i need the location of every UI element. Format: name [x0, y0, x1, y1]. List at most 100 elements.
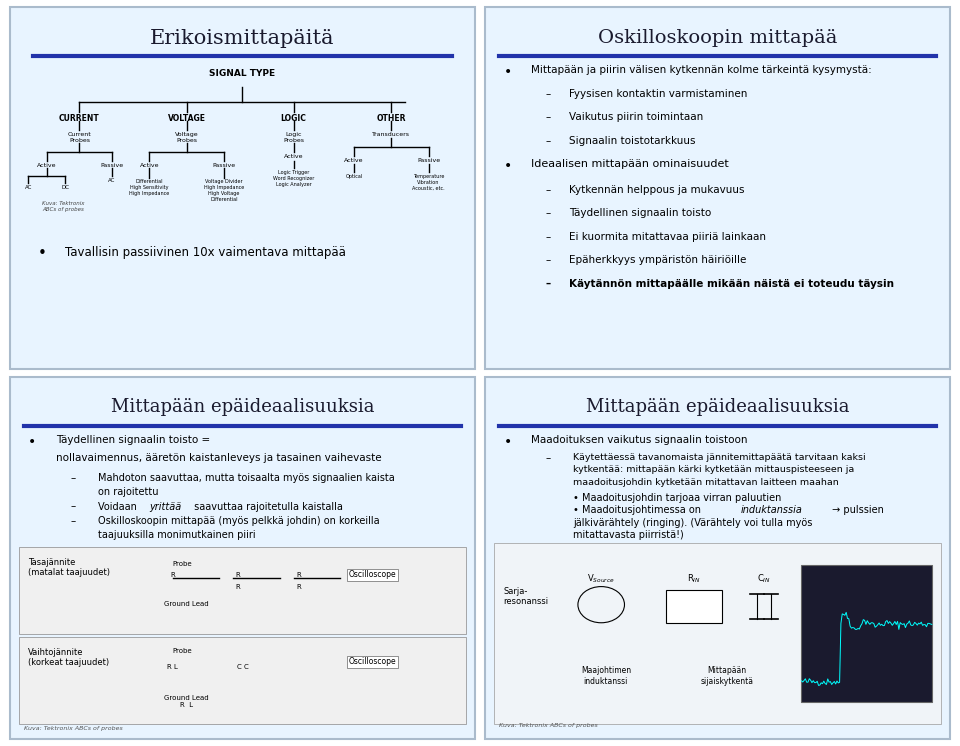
Text: Passive: Passive — [417, 157, 441, 163]
Text: •: • — [503, 160, 512, 173]
Text: SIGNAL TYPE: SIGNAL TYPE — [209, 69, 276, 78]
Text: –: – — [545, 136, 551, 146]
Text: jälkivärähtely (ringing). (Värähtely voi tulla myös: jälkivärähtely (ringing). (Värähtely voi… — [573, 518, 812, 528]
Text: R: R — [296, 571, 300, 577]
Text: Ideaalisen mittapään ominaisuudet: Ideaalisen mittapään ominaisuudet — [532, 160, 729, 169]
Text: Active: Active — [37, 163, 57, 168]
Text: Tavallisin passiivinen 10x vaimentava mittapää: Tavallisin passiivinen 10x vaimentava mi… — [65, 246, 347, 260]
Text: R: R — [235, 571, 240, 577]
Text: Temperature
Vibration
Acoustic, etc.: Temperature Vibration Acoustic, etc. — [413, 174, 444, 190]
Text: R L: R L — [167, 664, 178, 670]
Text: C C: C C — [236, 664, 249, 670]
Text: –: – — [545, 89, 551, 99]
Text: R: R — [235, 584, 240, 590]
Text: Vaihtojännite
(korkeat taajuudet): Vaihtojännite (korkeat taajuudet) — [28, 648, 109, 668]
Text: Sarja-
resonanssi: Sarja- resonanssi — [503, 586, 548, 606]
Text: Epäherkkyys ympäristön häiriöille: Epäherkkyys ympäristön häiriöille — [568, 255, 746, 266]
Text: LOGIC: LOGIC — [280, 114, 306, 123]
Text: R: R — [170, 571, 175, 577]
Text: –: – — [545, 255, 551, 266]
FancyBboxPatch shape — [19, 637, 466, 724]
FancyBboxPatch shape — [28, 66, 457, 210]
Text: Käytännön mittapäälle mikään näistä ei toteudu täysin: Käytännön mittapäälle mikään näistä ei t… — [568, 279, 894, 289]
Text: Fyysisen kontaktin varmistaminen: Fyysisen kontaktin varmistaminen — [568, 89, 747, 99]
Text: CURRENT: CURRENT — [60, 114, 100, 123]
Text: → pulssien: → pulssien — [829, 505, 884, 515]
Text: Ground Lead: Ground Lead — [164, 601, 209, 607]
Text: Passive: Passive — [101, 163, 124, 168]
Text: Oskilloskoopin mittapää (myös pelkkä johdin) on korkeilla: Oskilloskoopin mittapää (myös pelkkä joh… — [98, 516, 380, 526]
Text: –: – — [70, 516, 76, 526]
Text: Kytkennän helppous ja mukavuus: Kytkennän helppous ja mukavuus — [568, 185, 744, 195]
Text: DC: DC — [61, 185, 69, 189]
Text: Signaalin toistotarkkuus: Signaalin toistotarkkuus — [568, 136, 695, 146]
Text: •: • — [37, 246, 46, 261]
Text: V$_{Source}$: V$_{Source}$ — [588, 572, 615, 585]
Text: nollavaimennus, ääretön kaistanleveys ja tasainen vaihevaste: nollavaimennus, ääretön kaistanleveys ja… — [56, 453, 382, 463]
Text: saavuttaa rajoitetulla kaistalla: saavuttaa rajoitetulla kaistalla — [191, 501, 343, 512]
Text: –: – — [70, 501, 76, 512]
Text: –: – — [70, 473, 76, 483]
Text: Täydellinen signaalin toisto =: Täydellinen signaalin toisto = — [56, 435, 210, 445]
Text: Mittapään epäideaalisuuksia: Mittapään epäideaalisuuksia — [110, 398, 374, 416]
Text: Kuva: Tektronix
ABCs of probes: Kuva: Tektronix ABCs of probes — [42, 201, 84, 212]
Text: Käytettäessä tavanomaista jännitemittapäätä tarvitaan kaksi: Käytettäessä tavanomaista jännitemittapä… — [573, 453, 866, 462]
Text: Active: Active — [345, 157, 364, 163]
Text: Mittapään epäideaalisuuksia: Mittapään epäideaalisuuksia — [586, 398, 850, 416]
Text: R$_{IN}$: R$_{IN}$ — [687, 572, 701, 585]
Text: Active: Active — [139, 163, 159, 168]
Text: Oscilloscope: Oscilloscope — [348, 570, 396, 580]
Text: Transducers: Transducers — [372, 132, 410, 137]
Text: –: – — [545, 113, 551, 122]
Text: Kuva: Tektronix ABCs of probes: Kuva: Tektronix ABCs of probes — [24, 727, 122, 731]
Text: yrittää: yrittää — [149, 501, 181, 512]
Text: C$_{IN}$: C$_{IN}$ — [757, 572, 771, 585]
Text: • Maadoitusjohdin tarjoaa virran paluutien: • Maadoitusjohdin tarjoaa virran paluuti… — [573, 492, 781, 503]
Text: AC: AC — [108, 178, 116, 183]
Text: Mittapään
sijaiskytkentä: Mittapään sijaiskytkentä — [701, 666, 754, 686]
Text: Ground Lead: Ground Lead — [164, 695, 209, 701]
Text: Kuva: Tektronix ABCs of probes: Kuva: Tektronix ABCs of probes — [499, 723, 597, 727]
Text: maadoitusjohdin kytketään mitattavan laitteen maahan: maadoitusjohdin kytketään mitattavan lai… — [573, 478, 839, 487]
FancyBboxPatch shape — [10, 377, 475, 739]
Text: Logic
Probes: Logic Probes — [283, 132, 304, 143]
FancyBboxPatch shape — [666, 590, 722, 623]
Text: Current
Probes: Current Probes — [67, 132, 91, 143]
FancyBboxPatch shape — [19, 547, 466, 633]
Text: OTHER: OTHER — [376, 114, 406, 123]
Text: Optical: Optical — [346, 174, 363, 179]
Text: –: – — [545, 232, 551, 242]
Text: Mahdoton saavuttaa, mutta toisaalta myös signaalien kaista: Mahdoton saavuttaa, mutta toisaalta myös… — [98, 473, 395, 483]
Text: VOLTAGE: VOLTAGE — [168, 114, 205, 123]
FancyBboxPatch shape — [485, 377, 950, 739]
Text: • Maadoitusjohtimessa on: • Maadoitusjohtimessa on — [573, 505, 705, 515]
Text: •: • — [503, 66, 512, 79]
Text: R  L: R L — [180, 703, 193, 709]
Text: Differential
High Sensitivity
High Impedance: Differential High Sensitivity High Imped… — [130, 179, 169, 196]
Text: Logic Trigger
Word Recognizer
Logic Analyzer: Logic Trigger Word Recognizer Logic Anal… — [273, 170, 314, 187]
Text: Ei kuormita mitattavaa piiriä lainkaan: Ei kuormita mitattavaa piiriä lainkaan — [568, 232, 766, 242]
FancyBboxPatch shape — [485, 7, 950, 369]
Text: Voidaan: Voidaan — [98, 501, 140, 512]
Text: mitattavasta piirristä!): mitattavasta piirristä!) — [573, 530, 684, 541]
Text: Voltage
Probes: Voltage Probes — [175, 132, 199, 143]
Text: R: R — [296, 584, 300, 590]
Text: Mittapään ja piirin välisen kytkennän kolme tärkeintä kysymystä:: Mittapään ja piirin välisen kytkennän ko… — [532, 66, 872, 75]
FancyBboxPatch shape — [802, 565, 932, 703]
FancyBboxPatch shape — [494, 543, 941, 724]
Text: –: – — [545, 453, 551, 463]
Text: •: • — [503, 435, 512, 448]
Text: taajuuksilla monimutkainen piiri: taajuuksilla monimutkainen piiri — [98, 530, 255, 541]
Text: –: – — [545, 208, 551, 219]
Text: Tasajännite
(matalat taajuudet): Tasajännite (matalat taajuudet) — [28, 558, 110, 577]
Text: •: • — [28, 435, 36, 448]
Text: Täydellinen signaalin toisto: Täydellinen signaalin toisto — [568, 208, 710, 219]
Text: Erikoismittapäitä: Erikoismittapäitä — [150, 29, 335, 48]
Text: Maajohtimen
induktanssi: Maajohtimen induktanssi — [581, 666, 631, 686]
Text: Active: Active — [284, 154, 303, 159]
Text: Maadoituksen vaikutus signaalin toistoon: Maadoituksen vaikutus signaalin toistoon — [532, 435, 748, 445]
Text: AC: AC — [25, 185, 32, 189]
Text: Probe: Probe — [173, 561, 192, 567]
Text: Vaikutus piirin toimintaan: Vaikutus piirin toimintaan — [568, 113, 703, 122]
Text: Probe: Probe — [173, 648, 192, 654]
